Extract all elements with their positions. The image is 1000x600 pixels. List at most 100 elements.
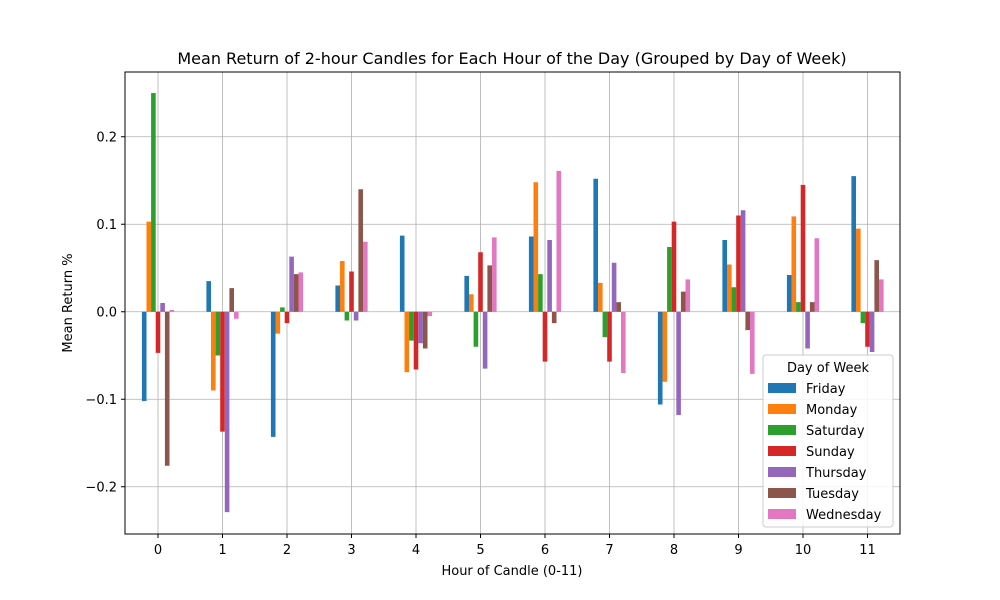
- bar-friday-9: [722, 240, 727, 312]
- legend-swatch-thursday: [768, 467, 796, 477]
- bar-tuesday-3: [358, 189, 363, 312]
- bar-wednesday-1: [234, 311, 239, 319]
- x-tick-label: 9: [734, 543, 742, 558]
- bar-thursday-5: [482, 311, 488, 369]
- bar-sunday-9: [736, 215, 741, 312]
- bar-monday-9: [727, 264, 732, 312]
- bar-thursday-9: [740, 210, 746, 312]
- bar-wednesday-8: [685, 279, 691, 312]
- y-axis-title: Mean Return %: [61, 253, 76, 352]
- bar-thursday-10: [805, 311, 810, 349]
- legend-label-sunday: Sunday: [806, 445, 855, 460]
- bar-wednesday-4: [427, 311, 433, 317]
- bar-wednesday-9: [750, 311, 755, 374]
- bar-sunday-4: [413, 311, 419, 370]
- bar-monday-4: [404, 311, 410, 373]
- bar-thursday-1: [224, 311, 230, 513]
- bar-tuesday-10: [809, 302, 815, 312]
- bar-friday-6: [528, 236, 534, 312]
- y-tick-label: −0.1: [85, 393, 117, 408]
- x-tick-label: 4: [412, 543, 420, 558]
- bar-friday-8: [657, 311, 663, 405]
- x-tick-label: 10: [795, 543, 812, 558]
- x-tick-label: 8: [670, 543, 678, 558]
- bar-saturday-11: [860, 311, 866, 324]
- bar-tuesday-5: [487, 265, 492, 312]
- legend-label-friday: Friday: [806, 382, 846, 397]
- bar-saturday-3: [344, 311, 350, 321]
- bar-tuesday-1: [229, 288, 234, 312]
- bar-saturday-10: [796, 302, 801, 312]
- bar-monday-10: [791, 216, 797, 312]
- bar-tuesday-6: [551, 311, 557, 324]
- bar-wednesday-6: [556, 170, 562, 312]
- bar-tuesday-2: [293, 274, 299, 312]
- bar-tuesday-11: [874, 260, 879, 312]
- legend-label-saturday: Saturday: [806, 424, 865, 439]
- bar-thursday-11: [869, 311, 875, 352]
- y-tick-label: 0.2: [96, 130, 117, 145]
- x-tick-label: 11: [859, 543, 876, 558]
- x-axis-ticks: 0 1 2 3 4 5 6 7 8 9 10 11: [154, 534, 876, 558]
- bar-saturday-8: [667, 247, 672, 312]
- legend-swatch-monday: [768, 404, 796, 414]
- bar-wednesday-3: [363, 241, 368, 312]
- x-tick-label: 2: [283, 543, 291, 558]
- legend-label-monday: Monday: [806, 403, 858, 418]
- bar-friday-1: [206, 281, 211, 312]
- bar-tuesday-4: [422, 311, 428, 349]
- bar-friday-3: [335, 285, 340, 312]
- bar-thursday-4: [418, 311, 423, 344]
- bar-sunday-3: [349, 271, 354, 312]
- bar-tuesday-8: [680, 291, 686, 312]
- bar-monday-6: [533, 182, 539, 312]
- bar-sunday-11: [865, 311, 870, 347]
- bar-sunday-5: [478, 252, 483, 312]
- bar-tuesday-7: [616, 302, 621, 312]
- legend-swatch-tuesday: [768, 488, 796, 498]
- y-tick-label: 0.0: [96, 305, 117, 320]
- bar-saturday-9: [731, 287, 737, 312]
- bars-group: [141, 93, 884, 513]
- legend: Day of Week Friday Monday Saturday Sunday Th…: [762, 354, 894, 528]
- bar-wednesday-11: [879, 279, 884, 312]
- bar-wednesday-2: [298, 272, 304, 312]
- bar-friday-5: [464, 275, 469, 312]
- bar-monday-1: [211, 311, 216, 391]
- bar-sunday-6: [542, 311, 548, 362]
- bar-wednesday-5: [492, 237, 497, 312]
- bar-sunday-10: [800, 184, 806, 312]
- bar-thursday-3: [353, 311, 359, 321]
- legend-title: Day of Week: [787, 361, 870, 376]
- legend-swatch-wednesday: [768, 509, 796, 519]
- bar-thursday-6: [547, 240, 552, 312]
- bar-monday-7: [598, 282, 603, 312]
- chart-title: Mean Return of 2-hour Candles for Each H…: [177, 49, 846, 68]
- bar-thursday-0: [160, 303, 165, 312]
- x-axis-title: Hour of Candle (0-11): [441, 564, 582, 579]
- bar-sunday-2: [284, 311, 290, 324]
- bar-friday-7: [593, 178, 598, 312]
- legend-swatch-friday: [768, 383, 796, 393]
- bar-monday-0: [146, 221, 152, 312]
- bar-monday-11: [856, 228, 861, 312]
- y-axis-ticks: −0.2 −0.1 0.0 0.1 0.2: [85, 130, 125, 495]
- bar-saturday-2: [280, 307, 285, 312]
- bar-tuesday-0: [164, 311, 170, 466]
- x-tick-label: 3: [347, 543, 355, 558]
- legend-label-wednesday: Wednesday: [806, 508, 882, 523]
- x-tick-label: 0: [154, 543, 162, 558]
- bar-friday-4: [399, 235, 405, 312]
- bar-sunday-8: [671, 221, 677, 312]
- x-tick-label: 6: [541, 543, 549, 558]
- bar-wednesday-0: [169, 310, 175, 312]
- bar-sunday-7: [607, 311, 612, 362]
- bar-saturday-5: [473, 311, 479, 347]
- bar-wednesday-10: [814, 238, 820, 312]
- bar-saturday-1: [215, 311, 221, 356]
- legend-swatch-sunday: [768, 446, 796, 456]
- bar-monday-8: [662, 311, 668, 382]
- bar-saturday-7: [602, 311, 608, 338]
- bar-friday-0: [141, 311, 147, 401]
